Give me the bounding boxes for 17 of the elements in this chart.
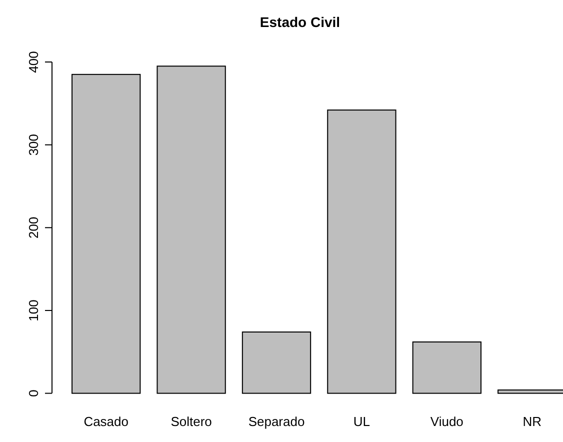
bar — [242, 332, 312, 394]
bar — [412, 341, 482, 394]
x-tick-label: UL — [353, 414, 370, 430]
x-tick-label: Separado — [248, 414, 305, 430]
bar — [72, 74, 141, 394]
x-tick-label: Viudo — [430, 414, 464, 430]
x-tick-label: NR — [522, 414, 542, 430]
x-tick-label: Soltero — [170, 414, 212, 430]
y-tick-label: 400 — [26, 51, 41, 73]
y-tick-label: 0 — [26, 390, 41, 397]
y-tick-label: 100 — [26, 300, 41, 322]
x-tick-label: Casado — [84, 414, 129, 430]
bar — [327, 110, 396, 394]
bar — [156, 66, 226, 394]
y-tick-label: 200 — [26, 216, 41, 238]
y-tick-label: 300 — [26, 134, 41, 156]
chart-title: Estado Civil — [260, 14, 340, 30]
